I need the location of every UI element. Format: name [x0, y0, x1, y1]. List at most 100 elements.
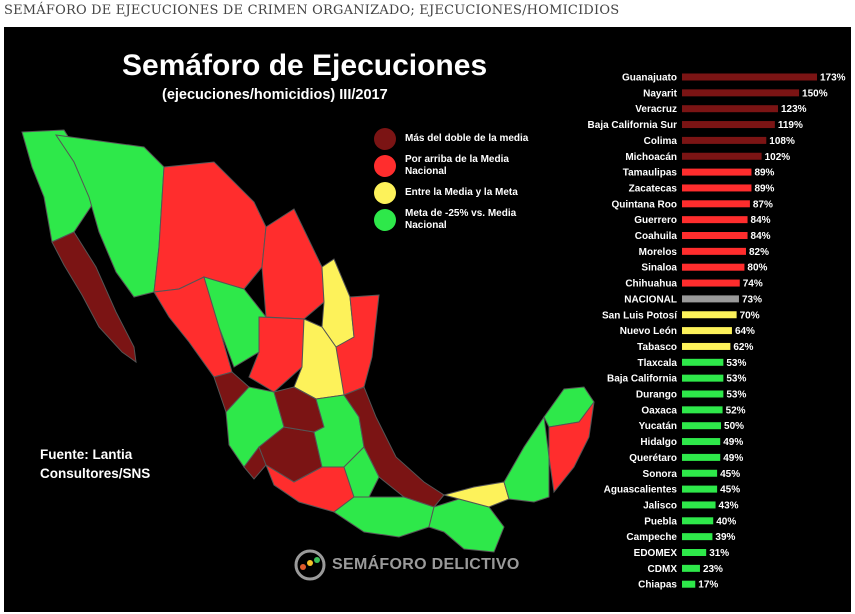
bar	[682, 327, 732, 335]
bar-category-label: Baja California	[607, 374, 677, 385]
bar-category-label: Colima	[644, 136, 678, 147]
legend-swatch-dark-red	[374, 128, 396, 150]
bar-value-label: 62%	[733, 342, 753, 353]
bar-category-label: Chihuahua	[625, 279, 677, 290]
logo: SEMÁFORO DELICTIVO	[294, 549, 520, 581]
bar-category-label: Chiapas	[638, 580, 677, 591]
bar-category-label: Hidalgo	[640, 437, 677, 448]
bar-category-label: Jalisco	[643, 500, 677, 511]
bar-value-label: 84%	[751, 215, 771, 226]
bar	[682, 580, 696, 588]
bar-value-label: 119%	[778, 120, 803, 131]
bar	[682, 136, 767, 144]
bar	[682, 152, 762, 160]
bar-category-label: NACIONAL	[624, 294, 677, 305]
bar	[682, 564, 700, 572]
legend-label: Meta de -25% vs. Media Nacional	[405, 208, 517, 231]
bar-category-label: Aguascalientes	[604, 485, 678, 496]
map-region-coahuila	[261, 208, 325, 320]
bar-category-label: Yucatán	[639, 421, 677, 432]
mexico-map	[21, 129, 595, 553]
bar-value-label: 82%	[749, 247, 769, 258]
source-line-2: Consultores/SNS	[40, 466, 151, 481]
bar-value-label: 84%	[751, 231, 771, 242]
legend-item-red: Por arriba de la Media Nacional	[374, 154, 574, 178]
bar-value-label: 73%	[742, 294, 762, 305]
bar	[682, 105, 778, 113]
bar-category-label: Baja California Sur	[588, 120, 678, 131]
bar	[682, 374, 724, 382]
bar-category-label: Oaxaca	[641, 405, 677, 416]
bar-value-label: 108%	[769, 136, 795, 147]
bar-value-label: 17%	[698, 580, 718, 591]
bar-value-label: 53%	[726, 390, 746, 401]
page-caption: SEMÁFORO DE EJECUCIONES DE CRIMEN ORGANI…	[4, 3, 620, 18]
bar-value-label: 64%	[735, 326, 755, 337]
bar-value-label: 40%	[716, 516, 736, 527]
bar	[682, 485, 718, 493]
bar-value-label: 23%	[703, 564, 723, 575]
bar-value-label: 89%	[754, 183, 774, 194]
legend-item-yellow: Entre la Media y la Meta	[374, 181, 574, 205]
bar	[682, 184, 752, 192]
bar	[682, 73, 817, 81]
bar-category-label: Veracruz	[635, 104, 677, 115]
bar	[682, 121, 775, 129]
legend-label: Por arriba de la Media Nacional	[405, 154, 509, 177]
bar-category-label: Tlaxcala	[638, 358, 678, 369]
bar-category-label: Coahuila	[635, 231, 678, 242]
source-line-1: Fuente: Lantia	[40, 447, 133, 462]
bar	[682, 342, 731, 350]
chart-subtitle: (ejecuciones/homicidios) III/2017	[162, 87, 388, 103]
logo-text: SEMÁFORO DELICTIVO	[332, 556, 520, 573]
bar	[682, 311, 737, 319]
bar-value-label: 52%	[726, 405, 746, 416]
bar-category-label: Puebla	[644, 516, 677, 527]
chart-title: Semáforo de Ejecuciones	[122, 49, 488, 82]
bar-category-label: Querétaro	[629, 453, 677, 464]
bar	[682, 422, 722, 430]
infographic-panel: Semáforo de Ejecuciones (ejecuciones/hom…	[4, 27, 851, 612]
bar-value-label: 43%	[719, 500, 739, 511]
bar	[682, 279, 740, 287]
map-region-veracruz	[343, 386, 445, 508]
legend-item-dark-red: Más del doble de la media	[374, 127, 574, 151]
bar	[682, 469, 718, 477]
bar-value-label: 102%	[765, 152, 791, 163]
map-region-quintana-roo	[548, 401, 595, 494]
bar	[682, 501, 716, 509]
bar	[682, 168, 752, 176]
bar-value-label: 173%	[820, 73, 846, 84]
bar-category-label: Tamaulipas	[623, 168, 678, 179]
bar-value-label: 70%	[740, 310, 760, 321]
bar-category-label: Sonora	[643, 469, 678, 480]
bar-category-label: San Luis Potosí	[602, 310, 678, 321]
traffic-light-logo-icon	[294, 549, 326, 581]
bar-category-label: Nayarit	[643, 88, 678, 99]
bar-value-label: 45%	[720, 485, 740, 496]
bar-value-label: 89%	[754, 168, 774, 179]
bar-category-label: Guerrero	[634, 215, 677, 226]
bar	[682, 263, 745, 271]
bar-category-label: Morelos	[639, 247, 678, 258]
map-region-baja-california-sur	[51, 231, 137, 364]
bar-value-label: 87%	[753, 199, 773, 210]
legend-label: Entre la Media y la Meta	[405, 187, 518, 198]
bar-value-label: 49%	[723, 437, 743, 448]
bar	[682, 358, 724, 366]
bar-category-label: Quintana Roo	[611, 199, 677, 210]
bar	[682, 549, 707, 556]
bar	[682, 89, 800, 97]
bar	[682, 406, 723, 414]
bar-category-label: Sinaloa	[641, 263, 677, 274]
bar	[682, 247, 746, 255]
bar-category-label: Durango	[636, 390, 677, 401]
bar-value-label: 49%	[723, 453, 743, 464]
legend-swatch-red	[374, 155, 396, 177]
bar-value-label: 53%	[726, 358, 746, 369]
bar-value-label: 50%	[724, 421, 744, 432]
bar-value-label: 80%	[747, 263, 767, 274]
bar-value-label: 45%	[720, 469, 740, 480]
bar-value-label: 123%	[781, 104, 807, 115]
bar-category-label: Michoacán	[625, 152, 677, 163]
